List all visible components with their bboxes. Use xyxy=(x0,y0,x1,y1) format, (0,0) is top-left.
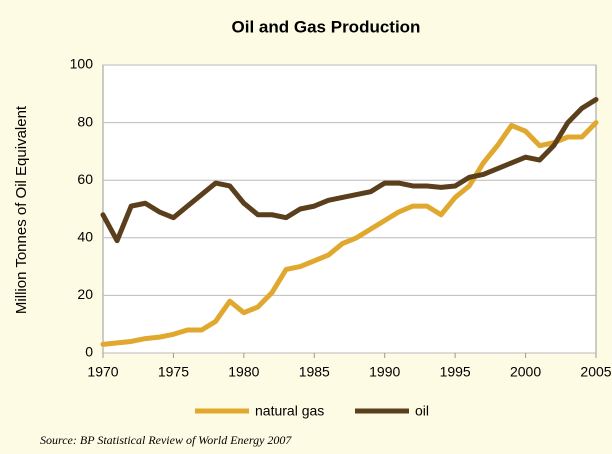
x-tick-label: 1995 xyxy=(440,364,471,380)
x-tick-label: 1970 xyxy=(87,364,118,380)
source: Source: BP Statistical Review of World E… xyxy=(40,433,292,447)
x-tick-label: 2005 xyxy=(580,364,611,380)
x-tick-label: 2000 xyxy=(510,364,541,380)
legend-label: natural gas xyxy=(255,403,324,419)
y-tick-label: 40 xyxy=(77,229,93,245)
x-tick-label: 1985 xyxy=(299,364,330,380)
x-tick-label: 1975 xyxy=(158,364,189,380)
line-series xyxy=(100,120,599,347)
y-tick-label: 0 xyxy=(85,344,93,360)
x-tick-label: 1990 xyxy=(369,364,400,380)
x-tick-label: 1980 xyxy=(228,364,259,380)
y-tick-label: 100 xyxy=(70,56,94,72)
y-axis-label: Million Tonnes of Oil Equivalent xyxy=(13,105,30,314)
y-tick-label: 60 xyxy=(77,171,93,187)
chart-title: Oil and Gas Production xyxy=(232,17,421,36)
y-tick-label: 80 xyxy=(77,113,93,129)
plot-area xyxy=(102,64,597,354)
legend-label: oil xyxy=(415,403,429,419)
y-tick-label: 20 xyxy=(77,286,93,302)
line-series xyxy=(100,97,599,244)
